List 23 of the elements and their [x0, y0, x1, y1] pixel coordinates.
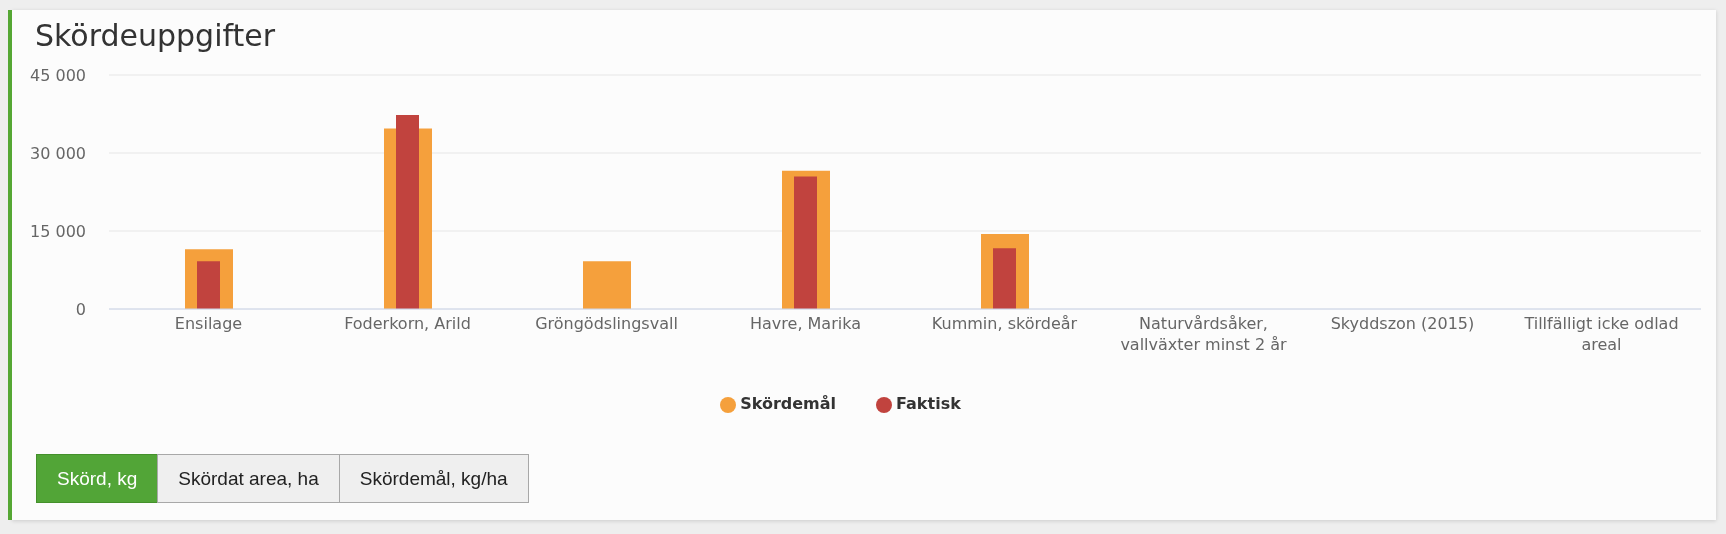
- tab-button: Skördat area, ha: [157, 454, 340, 503]
- bar: [794, 176, 817, 309]
- y-tick-label: 0: [75, 299, 86, 319]
- y-tick-label: 30 000: [30, 143, 86, 163]
- chart-title: Skördeuppgifter: [35, 17, 276, 55]
- bar: [396, 115, 419, 309]
- x-tick-label: Gröngödslingsvall: [535, 314, 678, 333]
- y-tick-label: 45 000: [30, 65, 86, 85]
- legend-label: Skördemål: [740, 394, 837, 413]
- x-tick-label: Kummin, skördeår: [931, 314, 1078, 333]
- legend-label: Faktisk: [896, 394, 961, 413]
- x-tick-label: Foderkorn, Arild: [344, 314, 471, 333]
- x-tick-label: Ensilage: [174, 314, 243, 333]
- y-tick-label: 15 000: [30, 221, 86, 241]
- x-tick-label: Tillfälligt icke odlad areal: [1523, 314, 1679, 354]
- tab-button: Skördemål, kg/ha: [338, 454, 529, 503]
- bar: [993, 248, 1016, 309]
- bar: [583, 261, 631, 309]
- x-tick-label: Havre, Marika: [750, 314, 861, 333]
- bar: [197, 261, 220, 309]
- x-tick-label: Skyddszon (2015): [1330, 314, 1475, 333]
- x-tick-label: Naturvårdsåker, vallväxter minst 2 år: [1120, 314, 1288, 354]
- tab-button: Skörd, kg: [36, 454, 159, 503]
